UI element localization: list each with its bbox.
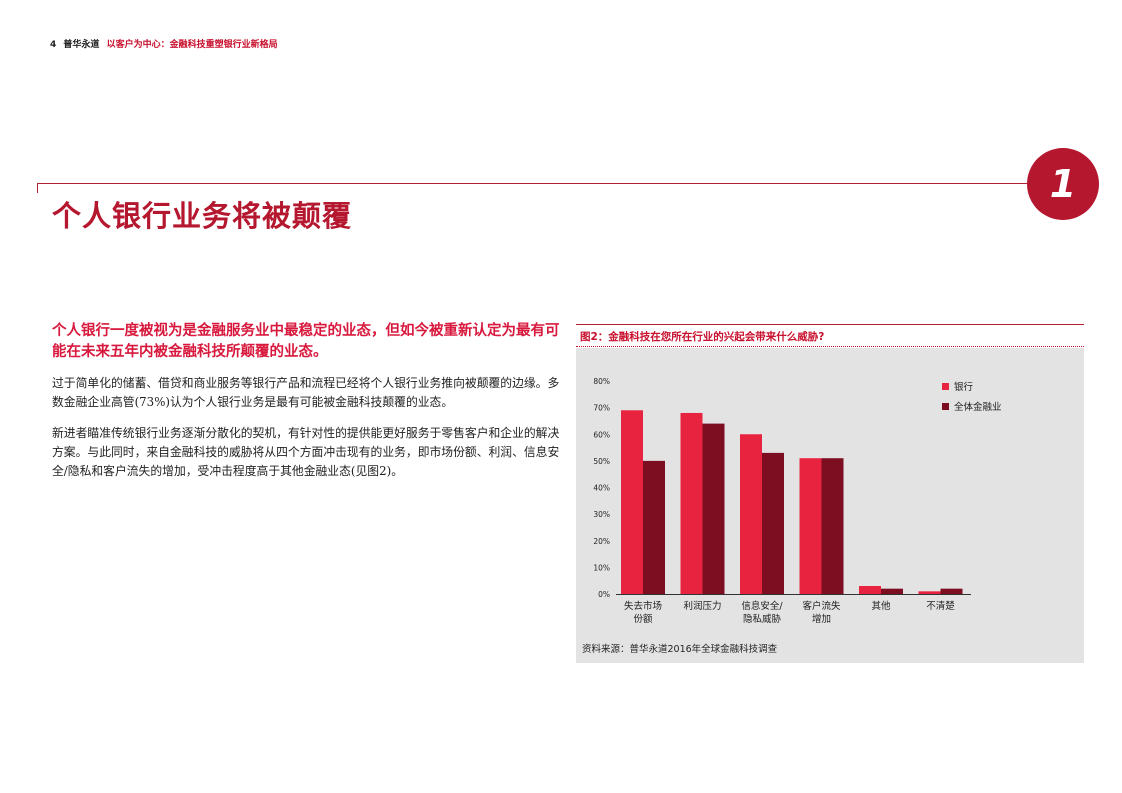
y-tick-label: 40% [593,484,610,493]
x-category-label: 利润压力 [683,600,721,612]
body-paragraph-2: 新进者瞄准传统银行业务逐渐分散化的契机，有针对性的提供能更好服务于零售客户和企业… [52,426,560,478]
bar-bank [621,410,643,594]
x-category-label: 失去市场 [624,600,662,612]
page-header: 4 普华永道 以客户为中心：金融科技重塑银行业新格局 [50,37,278,50]
figure-title: 图2：金融科技在您所在行业的兴起会带来什么威胁? [580,331,825,343]
bar-all [643,460,665,594]
bar-bank [740,434,762,594]
page-number: 4 [50,40,57,50]
x-category-label: 客户流失 [802,600,841,612]
bar-bank [799,458,822,594]
bar-all [702,423,725,594]
y-tick-label: 20% [593,537,610,546]
section-title: 个人银行业务将被颠覆 [52,199,353,233]
figure-top-rule [576,324,1084,325]
section-rule-tick [37,183,38,193]
bar-bank [859,586,881,594]
x-category-label: 其他 [871,600,891,612]
section-rule [37,183,1037,184]
legend-swatch [942,383,949,390]
y-tick-label: 0% [598,590,610,599]
bar-all [881,588,903,594]
y-tick-label: 30% [593,510,610,519]
figure-title-divider [576,346,1084,347]
y-tick-label: 60% [593,430,610,439]
body-paragraph-1: 过于简单化的储蓄、借贷和商业服务等银行产品和流程已经将个人银行业务推向被颠覆的边… [52,376,560,409]
bar-bank [918,591,941,594]
bar-all [762,452,784,594]
report-subtitle: 以客户为中心：金融科技重塑银行业新格局 [106,40,278,50]
y-tick-label: 10% [593,563,610,572]
y-tick-label: 80% [593,377,610,386]
legend-swatch [942,403,949,410]
section-number-badge: 1 [1027,148,1099,220]
legend-label: 银行 [954,381,974,393]
figure-source: 资料来源：普华永道2016年全球金融科技调查 [582,644,778,655]
brand-name: 普华永道 [63,40,100,50]
x-category-label: 隐私威胁 [743,613,782,625]
lead-paragraph: 个人银行一度被视为是金融服务业中最稳定的业态，但如今被重新认定为最有可能在未来五… [52,322,560,360]
chart-panel: 0% 10% 20% 30% 40% 50% 60% 70% 80% 失去市场 份额 利润压力 信息安全… [576,348,1084,663]
bar-all [821,458,844,594]
x-category-label: 信息安全/ [741,600,783,612]
bar-bank [680,412,703,594]
x-category-label: 增加 [812,613,831,625]
x-category-label: 不清楚 [926,600,955,612]
y-tick-label: 70% [593,404,610,413]
x-category-label: 份额 [633,613,653,625]
y-tick-label: 50% [593,457,610,466]
legend-label: 全体金融业 [954,401,1002,413]
bar-all [940,588,963,594]
